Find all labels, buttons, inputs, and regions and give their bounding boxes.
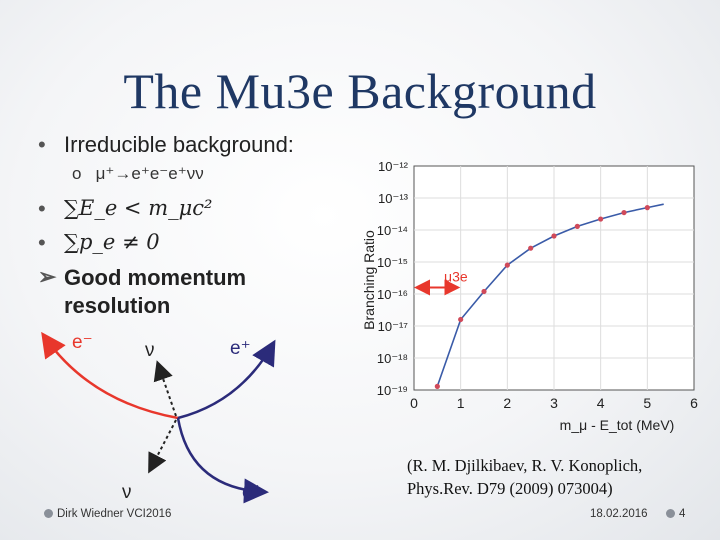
data-point: [434, 383, 440, 389]
page-number: 4: [679, 508, 686, 520]
label-positron-upper: e⁺: [230, 338, 251, 359]
x-tick-label: 1: [457, 395, 465, 411]
neutrino-track-lower: [148, 419, 177, 474]
bullet-marker: •: [38, 196, 46, 221]
footer-dot-icon: [666, 509, 675, 518]
x-tick-label: 2: [503, 395, 511, 411]
arrow-bullet-icon: ➢: [38, 264, 57, 289]
y-tick-label: 10⁻¹⁵: [377, 255, 408, 270]
x-axis-label: m_μ - E_tot (MeV): [560, 417, 675, 433]
electron-track: [41, 331, 179, 420]
y-tick-label: 10⁻¹⁹: [377, 383, 408, 398]
bullet-marker: •: [38, 230, 46, 255]
data-point: [528, 245, 534, 251]
x-tick-label: 5: [643, 395, 651, 411]
data-point: [481, 288, 487, 295]
bullet-text: Irreducible background:: [64, 132, 294, 157]
annotation-label: μ3e: [444, 268, 468, 284]
data-point: [574, 223, 580, 229]
label-neutrino-lower: ν: [122, 482, 132, 503]
branching-ratio-chart: 0 1 2 3 4 5 6 10⁻¹² 10⁻¹³ 10⁻¹⁴ 10⁻¹⁵ 10⁻¹⁶ 10⁻¹⁷ 10⁻…: [361, 159, 698, 433]
y-tick-label: 10⁻¹⁴: [377, 223, 408, 238]
label-electron: e⁻: [72, 332, 93, 353]
chart-grid: [414, 166, 694, 390]
footer-author: Dirk Wiedner VCI2016: [44, 508, 171, 520]
x-tick-label: 4: [597, 395, 605, 411]
data-point: [644, 205, 650, 211]
positron-track-upper: [177, 339, 276, 420]
chart-annotation: μ3e: [414, 268, 468, 296]
y-tick-label: 10⁻¹²: [378, 159, 409, 174]
decay-text: μ⁺→e⁺e⁻e⁺νν: [95, 164, 204, 183]
bullet-text: Good momentum resolution: [64, 265, 247, 318]
citation: (R. M. Djilkibaev, R. V. Konoplich, Phys…: [407, 456, 643, 498]
decay-diagram: e⁻ ν e⁺ ν e⁺: [41, 331, 276, 504]
data-point: [504, 262, 510, 268]
x-tick-label: 6: [690, 395, 698, 411]
neutrino-track-upper: [153, 360, 177, 417]
bullet-marker: •: [38, 132, 46, 157]
y-tick-label: 10⁻¹⁷: [378, 319, 409, 334]
footer-dot-icon: [44, 509, 53, 518]
x-tick-label: 3: [550, 395, 558, 411]
x-tick-label: 0: [410, 395, 418, 411]
footer-date: 18.02.2016: [590, 508, 648, 520]
slide-title: The Mu3e Background: [123, 63, 597, 119]
label-neutrino-upper: ν: [145, 340, 155, 361]
label-positron-lower: e⁺: [242, 482, 263, 503]
y-tick-label: 10⁻¹⁸: [377, 351, 408, 366]
y-tick-label: 10⁻¹⁶: [377, 287, 408, 302]
series-points: [434, 205, 650, 389]
data-point: [621, 209, 627, 216]
data-point: [598, 216, 604, 222]
energy-formula: ∑E_e < m_μc²: [64, 196, 213, 220]
footer-page: 4: [666, 508, 685, 520]
y-tick-label: 10⁻¹³: [378, 191, 409, 206]
bullet-marker: o: [72, 164, 82, 183]
y-axis-label: Branching Ratio: [361, 230, 377, 330]
positron-track-lower: [176, 417, 269, 504]
footer-author-text: Dirk Wiedner VCI2016: [57, 508, 172, 520]
data-point: [458, 316, 464, 323]
chart-ticks: 0 1 2 3 4 5 6 10⁻¹² 10⁻¹³ 10⁻¹⁴ 10⁻¹⁵ 10⁻¹⁶ 10⁻¹⁷ 10⁻…: [377, 159, 698, 411]
momentum-formula: ∑p_e ≠ 0: [64, 230, 160, 254]
data-point: [551, 233, 557, 239]
sub-bullet-decay: o μ⁺→e⁺e⁻e⁺νν: [72, 164, 204, 184]
